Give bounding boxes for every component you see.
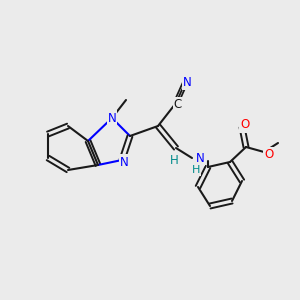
Text: O: O [264,148,274,161]
Text: N: N [183,76,191,88]
Text: O: O [240,118,250,131]
Text: N: N [120,155,128,169]
Text: C: C [174,98,182,112]
Text: N: N [196,152,204,164]
Text: H: H [192,165,200,175]
Text: H: H [169,154,178,166]
Text: N: N [108,112,116,124]
